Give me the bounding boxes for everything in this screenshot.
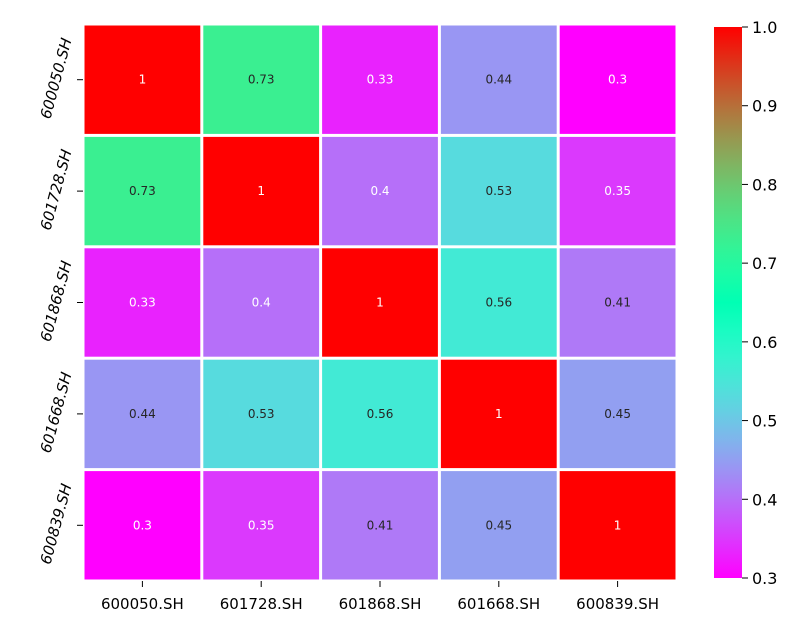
heatmap-cell-2-4 (559, 248, 676, 357)
heatmap-cell-4-1 (203, 471, 320, 580)
colorbar-tick-label: 0.4 (752, 490, 777, 509)
x-tick-label: 601668.SH (457, 595, 540, 613)
heatmap-cell-0-3 (440, 25, 557, 134)
cell-label-3-2: 0.56 (367, 407, 394, 421)
heatmap-cell-4-0 (84, 471, 201, 580)
cell-label-0-3: 0.44 (485, 73, 512, 87)
heatmap-cell-1-4 (559, 136, 676, 246)
heatmap-cell-4-2 (322, 471, 438, 580)
x-tick-label: 601728.SH (220, 595, 303, 613)
heatmap-cell-0-1 (203, 25, 320, 134)
heatmap-cell-1-2 (322, 136, 438, 246)
heatmap-cell-0-0 (84, 25, 201, 134)
cell-label-1-1: 1 (257, 184, 265, 198)
colorbar-tick-label: 0.7 (752, 254, 777, 273)
x-tick-label: 600839.SH (576, 595, 659, 613)
x-tick-label: 600050.SH (101, 595, 184, 613)
heatmap-cells: 1 0.73 0.33 0.44 0.30.73 1 0.4 0.53 0.350.33 0.4 1… (84, 25, 676, 580)
y-tick-label: 601668.SH (37, 370, 76, 455)
cell-label-4-3: 0.45 (485, 518, 512, 532)
heatmap-cell-3-4 (559, 359, 676, 469)
cell-label-2-2: 1 (376, 296, 384, 310)
cell-label-0-0: 1 (139, 73, 147, 87)
cell-label-2-3: 0.56 (485, 296, 512, 310)
cell-label-1-3: 0.53 (485, 184, 512, 198)
heatmap-cell-4-4 (559, 471, 676, 580)
y-tick-label: 600050.SH (37, 36, 76, 121)
heatmap-cell-3-0 (84, 359, 201, 469)
cell-label-2-4: 0.41 (604, 296, 631, 310)
heatmap-cell-3-3 (440, 359, 557, 469)
heatmap-cell-2-2 (322, 248, 438, 357)
cell-label-2-0: 0.33 (129, 296, 156, 310)
colorbar-tick-label: 1.0 (752, 18, 777, 37)
colorbar-tick-label: 0.9 (752, 97, 777, 116)
heatmap-cell-0-2 (322, 25, 438, 134)
cell-label-4-0: 0.3 (133, 518, 152, 532)
heatmap-cell-1-3 (440, 136, 557, 246)
y-tick-label: 601728.SH (37, 147, 76, 232)
cell-label-4-2: 0.41 (367, 518, 394, 532)
colorbar-tick-label: 0.5 (752, 412, 777, 431)
colorbar: 0.3 0.4 0.5 0.6 0.7 0.8 0.9 1.0 (714, 18, 777, 588)
y-axis: 600050.SH 601728.SH 601868.SH 601668.SH 6008… (37, 36, 83, 566)
heatmap-cell-4-3 (440, 471, 557, 580)
cell-label-3-3: 1 (495, 407, 503, 421)
cell-label-1-2: 0.4 (370, 184, 389, 198)
cell-label-2-1: 0.4 (252, 296, 271, 310)
cell-label-0-4: 0.3 (608, 73, 627, 87)
heatmap-cell-3-1 (203, 359, 320, 469)
heatmap-cell-2-3 (440, 248, 557, 357)
x-tick-label: 601868.SH (339, 595, 422, 613)
cell-label-4-1: 0.35 (248, 518, 275, 532)
y-tick-label: 601868.SH (37, 259, 76, 344)
heatmap-cell-1-1 (203, 136, 320, 246)
y-tick-label: 600839.SH (37, 482, 76, 567)
cell-label-4-4: 1 (614, 518, 622, 532)
heatmap-cell-1-0 (84, 136, 201, 246)
heatmap-cell-0-4 (559, 25, 676, 134)
heatmap-cell-3-2 (322, 359, 438, 469)
heatmap-cell-2-1 (203, 248, 320, 357)
cell-label-3-4: 0.45 (604, 407, 631, 421)
cell-label-1-4: 0.35 (604, 184, 631, 198)
colorbar-tick-label: 0.8 (752, 175, 777, 194)
x-axis: 600050.SH 601728.SH 601868.SH 601668.SH 6008… (101, 581, 659, 613)
heatmap-cell-2-0 (84, 248, 201, 357)
cell-label-3-0: 0.44 (129, 407, 156, 421)
colorbar-tick-label: 0.3 (752, 569, 777, 588)
cell-label-0-2: 0.33 (367, 73, 394, 87)
cell-label-3-1: 0.53 (248, 407, 275, 421)
cell-label-1-0: 0.73 (129, 184, 156, 198)
colorbar-tick-label: 0.6 (752, 333, 777, 352)
colorbar-gradient (714, 27, 742, 578)
cell-label-0-1: 0.73 (248, 73, 275, 87)
